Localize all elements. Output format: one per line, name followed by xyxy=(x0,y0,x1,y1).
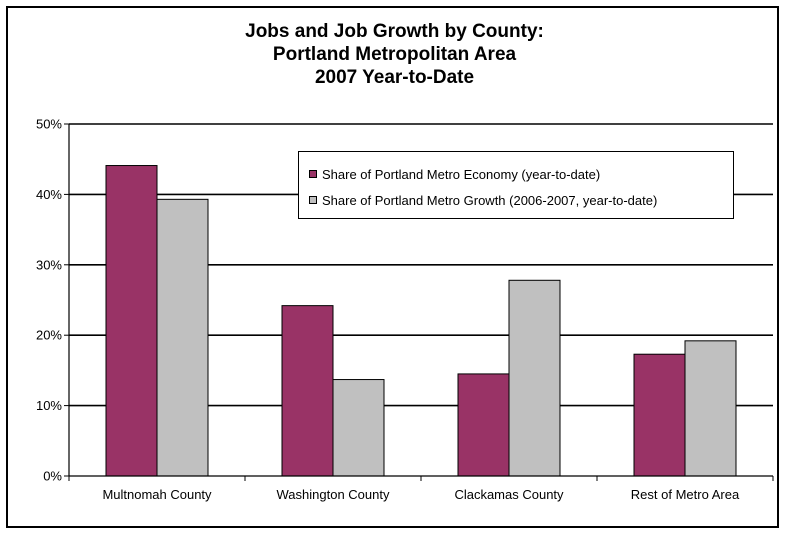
x-tick-label: Multnomah County xyxy=(102,487,212,502)
chart-title: Jobs and Job Growth by County: Portland … xyxy=(0,20,789,89)
chart-title-line-1: Jobs and Job Growth by County: xyxy=(245,21,544,42)
bar xyxy=(156,198,209,477)
bar xyxy=(457,373,510,477)
y-tick-label: 20% xyxy=(36,328,62,343)
legend-swatch-economy xyxy=(309,170,317,178)
chart-title-line-3: 2007 Year-to-Date xyxy=(314,67,475,88)
legend-swatch-growth xyxy=(309,196,317,204)
legend-item-economy: Share of Portland Metro Economy (year-to… xyxy=(309,166,600,182)
x-tick-label: Clackamas County xyxy=(454,487,564,502)
legend-item-growth: Share of Portland Metro Growth (2006-200… xyxy=(309,192,657,208)
chart-legend: Share of Portland Metro Economy (year-to… xyxy=(298,151,734,219)
x-tick-label: Washington County xyxy=(277,487,390,502)
x-tick-label: Rest of Metro Area xyxy=(631,487,740,502)
bar xyxy=(633,353,686,477)
legend-label-growth: Share of Portland Metro Growth (2006-200… xyxy=(322,192,658,208)
bar xyxy=(684,340,737,477)
bar xyxy=(508,279,561,477)
bar xyxy=(281,305,334,477)
legend-label-economy: Share of Portland Metro Economy (year-to… xyxy=(322,166,601,182)
bar xyxy=(105,165,158,477)
y-tick-label: 40% xyxy=(36,187,62,202)
y-tick-label: 30% xyxy=(36,257,62,272)
chart-title-line-2: Portland Metropolitan Area xyxy=(272,44,517,65)
y-tick-label: 50% xyxy=(36,117,62,132)
bar xyxy=(332,379,385,477)
y-tick-label: 0% xyxy=(43,469,62,484)
y-tick-label: 10% xyxy=(36,398,62,413)
